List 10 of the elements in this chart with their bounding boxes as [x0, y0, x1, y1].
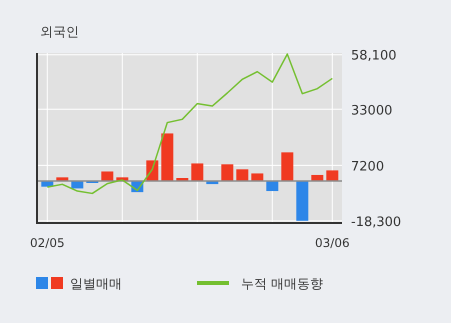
y-tick-label: 7200 [351, 159, 384, 174]
y-tick-label: 33000 [351, 103, 392, 118]
x-tick-label: 02/05 [30, 236, 65, 250]
y-tick-label: 58,100 [351, 48, 396, 64]
legend-일별매매: 일별매매 [36, 277, 122, 292]
legend-label: 일별매매 [70, 277, 122, 292]
y-tick-label: -18,300 [351, 214, 402, 230]
chart-title: 외국인 [40, 25, 79, 40]
x-tick-label: 03/06 [315, 236, 350, 250]
legend-label: 누적 매매동향 [241, 277, 324, 292]
